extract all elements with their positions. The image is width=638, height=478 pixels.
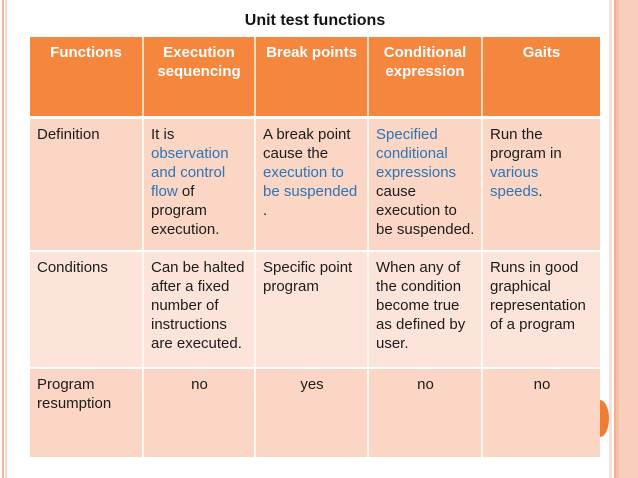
- header-cell-execution-sequencing: Execution sequencing: [143, 37, 256, 119]
- table-cell: Can be halted after a fixed number of in…: [143, 251, 256, 369]
- text-segment: Runs in good graphical representation of…: [490, 259, 586, 333]
- table-cell: It is observation and control flow of pr…: [143, 117, 256, 252]
- row-label-cell: Definition: [30, 117, 144, 252]
- left-border-line-inner: [5, 0, 7, 478]
- text-segment: Run the program in: [490, 125, 562, 162]
- right-border-stripe: [609, 0, 612, 478]
- table-row-conditions: Conditions Can be halted after a fixed n…: [30, 251, 600, 369]
- text-segment: Conditions: [37, 259, 108, 276]
- table-cell-value: yes: [255, 368, 369, 459]
- highlighted-text-segment: Specified conditional expressions: [376, 125, 457, 181]
- right-border-band: [619, 0, 638, 478]
- highlighted-text-segment: execution to be suspended: [263, 163, 358, 200]
- header-cell-gaits: Gaits: [482, 37, 600, 119]
- highlighted-text-segment: various speeds: [490, 163, 539, 200]
- half-circle-accent: [600, 400, 609, 437]
- header-cell-break-points: Break points: [255, 37, 369, 119]
- table-cell-value: no: [368, 368, 483, 459]
- text-segment: no: [533, 376, 551, 393]
- table-cell: Specific point program: [255, 251, 369, 369]
- table-cell: Specified conditional expressions cause …: [368, 117, 483, 252]
- text-segment: Specific point program: [263, 259, 353, 295]
- left-border-line: [2, 0, 4, 478]
- text-segment: .: [538, 182, 543, 200]
- table-cell-value: no: [143, 368, 256, 459]
- right-border-stripe: [614, 0, 616, 478]
- text-segment: Can be halted after a fixed number of in…: [151, 259, 245, 352]
- slide-title: Unit test functions: [244, 12, 386, 29]
- text-segment: A break point cause the: [263, 125, 351, 162]
- table-cell-value: no: [482, 368, 600, 459]
- text-segment: yes: [300, 376, 324, 393]
- text-segment: It is: [151, 125, 175, 143]
- header-cell-functions: Functions: [30, 37, 144, 119]
- table-cell: A break point cause the execution to be …: [255, 117, 369, 252]
- text-segment: Definition: [37, 125, 100, 143]
- table-cell: When any of the condition become true as…: [368, 251, 483, 369]
- row-label-cell: Conditions: [30, 251, 144, 369]
- header-cell-conditional-expression: Conditional expression: [368, 37, 483, 119]
- text-segment: no: [417, 376, 434, 393]
- text-segment: no: [191, 376, 208, 393]
- table-cell: Run the program in various speeds.: [482, 117, 600, 252]
- text-segment: Program resumption: [37, 376, 112, 412]
- text-segment: When any of the condition become true as…: [376, 259, 466, 352]
- table-cell: Runs in good graphical representation of…: [482, 251, 600, 369]
- unit-test-functions-table: Functions Execution sequencing Break poi…: [30, 37, 600, 459]
- table-header-row: Functions Execution sequencing Break poi…: [30, 37, 600, 119]
- text-segment: cause execution to be suspended.: [376, 182, 475, 238]
- table-row-definition: Definition It is observation and control…: [30, 117, 600, 252]
- text-segment: .: [263, 201, 268, 219]
- right-border-stripe: [616, 0, 619, 478]
- table-row-program-resumption: Program resumption no yes no no: [30, 368, 600, 459]
- text-segment: of program execution.: [151, 182, 220, 238]
- highlighted-text-segment: observation and control flow: [151, 144, 229, 200]
- row-label-cell: Program resumption: [30, 368, 144, 459]
